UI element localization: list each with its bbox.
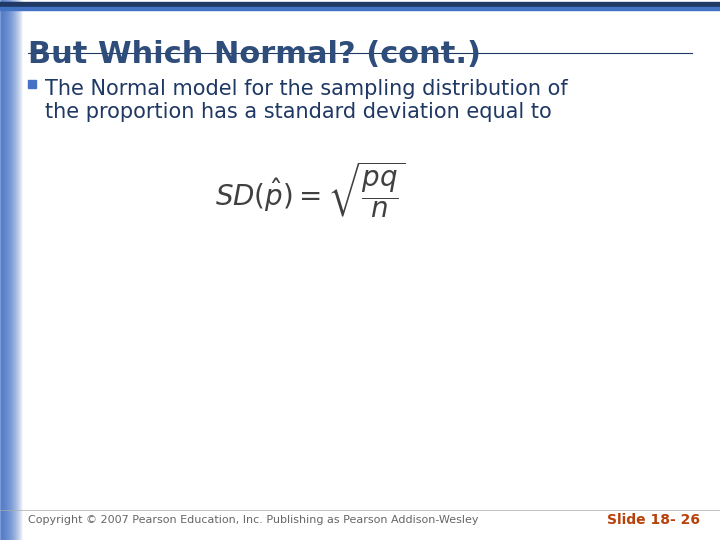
Text: Copyright © 2007 Pearson Education, Inc. Publishing as Pearson Addison-Wesley: Copyright © 2007 Pearson Education, Inc.… (28, 515, 479, 525)
Bar (8, 0, 9, 540)
Bar (6, 0, 7, 540)
Bar (5, 0, 6, 540)
Bar (14, 0, 15, 540)
Text: But Which Normal? (cont.): But Which Normal? (cont.) (28, 40, 481, 69)
Bar (0, 0, 1, 540)
Bar (0, 7, 720, 10)
Bar (10, 0, 11, 540)
Bar (20, 0, 21, 540)
Text: $\mathit{SD}(\hat{p})=\sqrt{\dfrac{pq}{n}}$: $\mathit{SD}(\hat{p})=\sqrt{\dfrac{pq}{n… (215, 160, 405, 220)
Bar (3, 0, 4, 540)
Bar (7, 0, 8, 540)
Text: Slide 18- 26: Slide 18- 26 (607, 513, 700, 527)
Bar (13, 0, 14, 540)
Bar (28, 80, 36, 88)
Bar (16, 0, 17, 540)
Text: the proportion has a standard deviation equal to: the proportion has a standard deviation … (45, 102, 552, 122)
Bar (21, 0, 22, 540)
Bar (11, 0, 12, 540)
Bar (2, 0, 3, 540)
Bar (4, 0, 5, 540)
Bar (17, 0, 18, 540)
Bar (19, 0, 20, 540)
Bar (15, 0, 16, 540)
Bar (12, 0, 13, 540)
Text: The Normal model for the sampling distribution of: The Normal model for the sampling distri… (45, 79, 568, 99)
Bar (18, 0, 19, 540)
Bar (9, 0, 10, 540)
Bar (1, 0, 2, 540)
Bar (0, 2, 720, 6)
